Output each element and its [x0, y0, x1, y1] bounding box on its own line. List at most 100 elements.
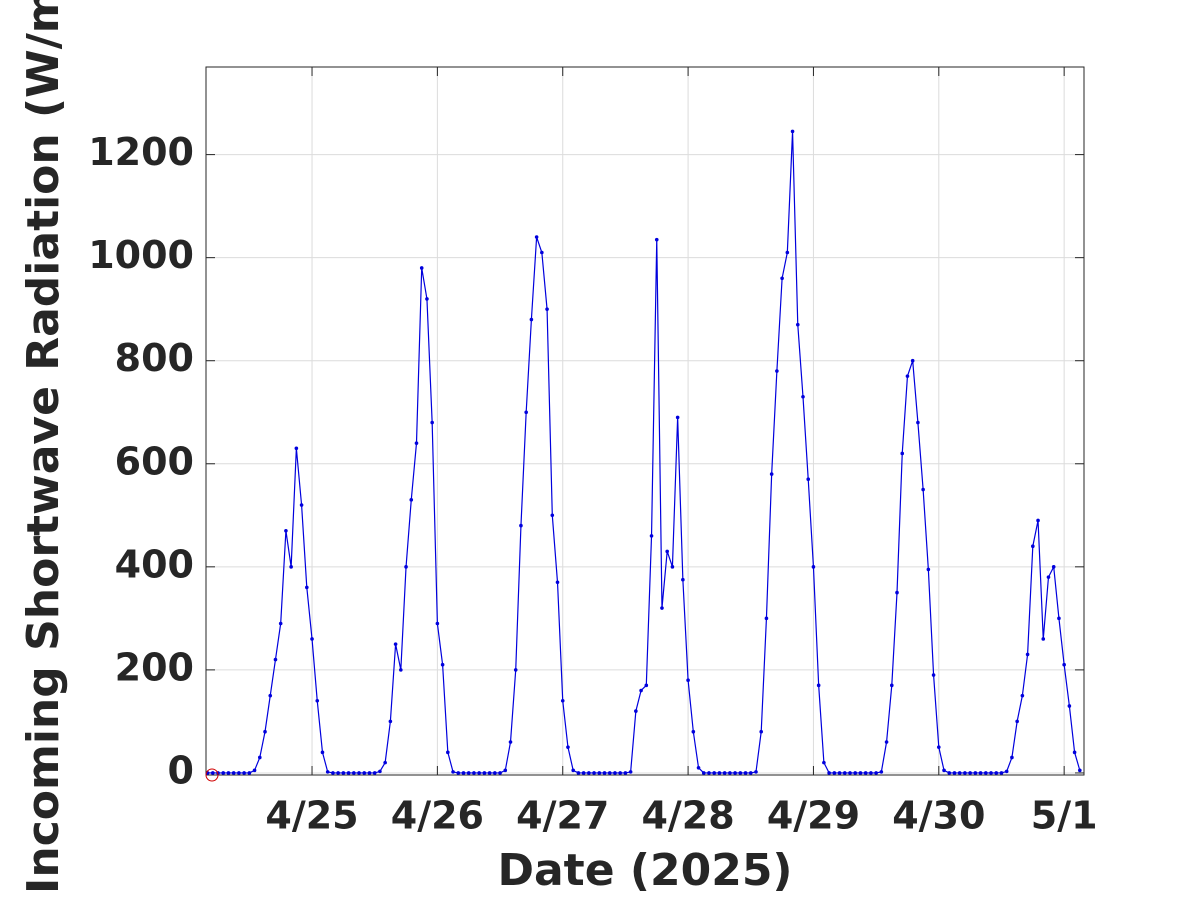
point: [362, 771, 367, 775]
point: [654, 237, 659, 242]
point: [513, 668, 518, 672]
point: [440, 662, 445, 667]
point: [560, 698, 565, 703]
point: [801, 394, 805, 399]
point: [576, 771, 581, 775]
point: [210, 771, 215, 775]
point: [921, 487, 925, 492]
point: [597, 771, 602, 775]
point: [916, 420, 920, 425]
point: [299, 503, 304, 507]
x-tick-label: 4/29: [767, 794, 860, 838]
point: [769, 472, 774, 476]
point: [675, 415, 680, 420]
point: [879, 770, 884, 774]
point: [555, 580, 560, 585]
point: [670, 565, 675, 569]
point: [357, 771, 361, 775]
point: [1062, 662, 1066, 667]
point: [816, 683, 821, 688]
point: [973, 771, 978, 775]
point: [1067, 704, 1072, 708]
point: [466, 771, 471, 775]
point: [1078, 768, 1082, 773]
point: [278, 621, 283, 626]
point: [425, 297, 429, 301]
point: [451, 770, 455, 774]
point: [827, 771, 831, 775]
point: [639, 688, 643, 693]
point: [456, 771, 461, 775]
point: [247, 771, 252, 775]
x-tick-label: 4/30: [892, 794, 985, 838]
point: [273, 657, 278, 662]
point: [858, 771, 863, 775]
point: [1004, 769, 1009, 774]
point: [320, 750, 325, 755]
point: [889, 683, 894, 688]
point: [587, 771, 591, 775]
point: [1036, 518, 1040, 523]
point: [780, 276, 784, 281]
point: [1057, 616, 1061, 621]
y-tick-label: 1200: [88, 130, 194, 174]
point: [696, 765, 701, 770]
x-tick-label: 4/26: [391, 794, 484, 838]
point: [388, 719, 393, 724]
point: [806, 477, 811, 482]
point: [837, 771, 842, 775]
point: [691, 729, 696, 734]
point: [461, 771, 466, 775]
start-marker: [205, 768, 219, 782]
point: [874, 771, 878, 775]
point: [435, 621, 440, 626]
point: [905, 374, 910, 378]
point: [550, 513, 555, 518]
point: [775, 369, 779, 373]
point: [226, 771, 231, 775]
point: [472, 771, 476, 775]
point: [592, 771, 596, 775]
point: [853, 771, 858, 775]
point: [242, 771, 246, 775]
point: [910, 358, 915, 363]
point: [900, 451, 905, 456]
point: [331, 771, 335, 775]
y-tick-label: 800: [115, 336, 194, 380]
point: [325, 770, 330, 774]
point: [936, 745, 941, 749]
point: [372, 771, 377, 775]
point: [315, 698, 320, 703]
point: [566, 745, 570, 749]
point: [252, 768, 257, 773]
point: [989, 771, 993, 775]
point: [957, 771, 962, 775]
point: [284, 528, 288, 533]
point: [790, 129, 795, 134]
point: [508, 740, 513, 744]
point: [613, 771, 617, 775]
point: [717, 771, 722, 775]
point: [634, 709, 638, 713]
point: [832, 771, 837, 775]
point: [665, 549, 669, 554]
point: [1010, 755, 1014, 760]
point: [764, 616, 769, 621]
point: [754, 770, 758, 774]
point: [237, 771, 241, 775]
point: [534, 235, 539, 239]
point: [1046, 575, 1051, 579]
point: [446, 750, 450, 755]
point: [848, 771, 852, 775]
point: [257, 755, 262, 760]
point: [336, 771, 340, 775]
y-tick-label: 1000: [88, 233, 194, 277]
point: [759, 729, 764, 734]
y-axis-label: Incoming Shortwave Radiation (W/m²): [18, 0, 69, 894]
point: [1020, 693, 1025, 698]
point: [498, 771, 502, 775]
point: [602, 771, 607, 775]
point: [1072, 750, 1077, 755]
point: [352, 771, 356, 775]
point: [383, 760, 387, 765]
